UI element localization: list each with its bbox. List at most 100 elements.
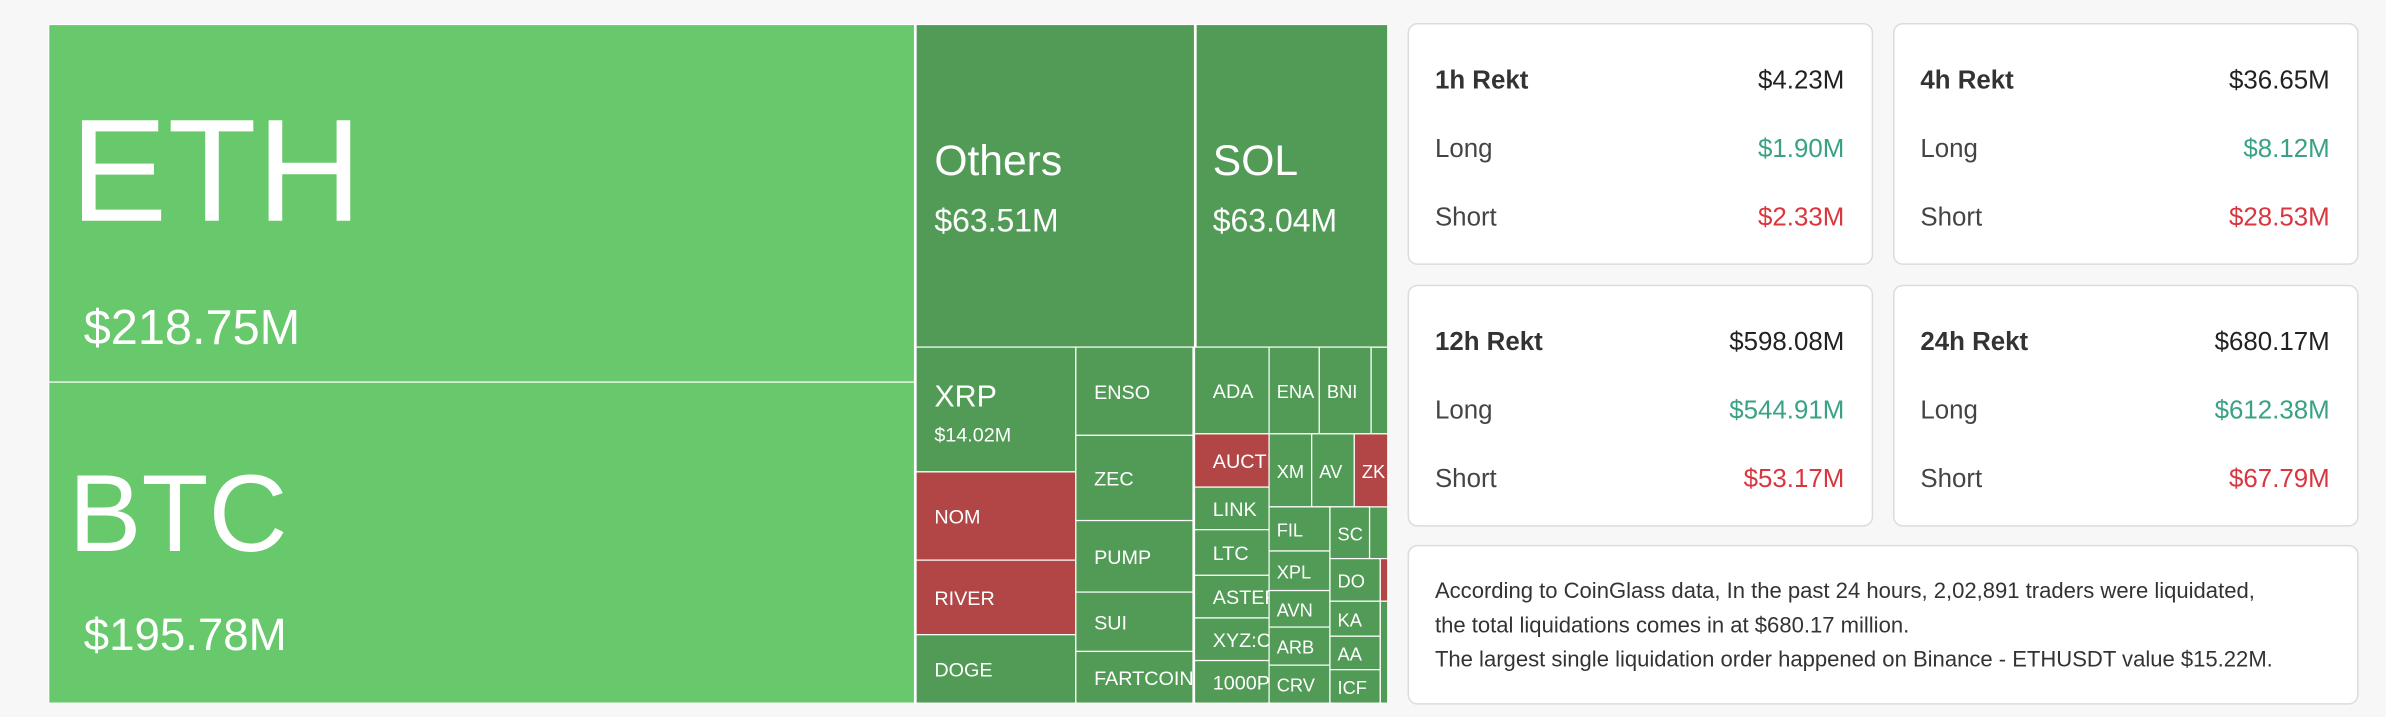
tile-label: RIVER	[934, 588, 994, 610]
treemap-tile	[1195, 23, 1389, 348]
treemap-tile	[1353, 433, 1389, 508]
tile-label: LTC	[1213, 543, 1249, 565]
tile-value: $63.51M	[934, 202, 1058, 238]
tile-content: NOM	[934, 507, 980, 529]
tile-label: CRV	[1277, 675, 1316, 696]
treemap-tile	[1193, 433, 1270, 488]
card-long-label: Long	[1920, 135, 1978, 163]
tile-label: ARB	[1277, 637, 1315, 658]
tile-content: XM	[1277, 461, 1304, 482]
tile-content: ADA	[1213, 381, 1254, 403]
tile-content: XRP $14.02M	[934, 379, 1011, 446]
card-long: $1.90M	[1758, 135, 1844, 163]
tile-value: $218.75M	[84, 301, 301, 355]
tile-content: AVN	[1277, 599, 1313, 620]
tile-label: ADA	[1213, 381, 1254, 403]
tile-label: ZEC	[1094, 469, 1134, 491]
treemap-tile	[1268, 433, 1313, 508]
treemap-tile	[915, 559, 1077, 636]
tile-content: ASTER	[1213, 587, 1279, 609]
treemap-tile	[915, 23, 1196, 348]
tile-content: SUI	[1094, 612, 1127, 634]
card-title: 12h Rekt	[1435, 328, 1543, 356]
tile-content: ARB	[1277, 637, 1315, 658]
tile-label: ENSO	[1094, 382, 1150, 404]
tile-label: SUI	[1094, 612, 1127, 634]
tile-label: BNI	[1327, 381, 1357, 402]
treemap-tile	[1268, 550, 1331, 592]
tile-label: DO	[1338, 571, 1365, 592]
treemap-tile	[1075, 650, 1194, 704]
treemap-tile	[915, 346, 1077, 473]
treemap-tile	[915, 471, 1077, 561]
card-short-label: Short	[1920, 465, 1982, 493]
tile-content: LINK	[1213, 499, 1257, 521]
treemap-sliver	[1368, 506, 1389, 560]
treemap-tile	[1268, 346, 1320, 435]
card-short-label: Short	[1435, 465, 1497, 493]
tile-label: SC	[1338, 523, 1363, 544]
treemap-tile	[1268, 589, 1331, 628]
tile-label: ICF	[1338, 677, 1367, 698]
description-line: According to CoinGlass data, In the past…	[1435, 578, 2255, 603]
tile-content: 1000P	[1213, 672, 1269, 694]
treemap-tile	[1329, 669, 1381, 704]
treemap-tile	[1193, 529, 1270, 576]
card-long-label: Long	[1435, 135, 1493, 163]
treemap-tile	[1329, 557, 1381, 602]
card-total: $598.08M	[1729, 328, 1844, 356]
tile-content: ICF	[1338, 677, 1367, 698]
tile-value: $14.02M	[934, 424, 1011, 446]
treemap-tile	[1329, 635, 1381, 671]
treemap-tile	[1193, 659, 1270, 704]
tile-label: XYZ:C	[1213, 630, 1271, 652]
tile-value: $195.78M	[84, 609, 287, 660]
description-line: the total liquidations comes in at $680.…	[1435, 612, 1909, 637]
tile-content: XPL	[1277, 561, 1312, 582]
tile-content: KA	[1338, 609, 1363, 630]
card-short: $67.79M	[2229, 465, 2330, 493]
treemap-tile	[1268, 506, 1331, 552]
tile-label: FARTCOIN	[1094, 668, 1194, 690]
tile-label: DOGE	[934, 660, 992, 682]
tile-content: BTC $195.78M	[68, 453, 287, 660]
stat-card	[1407, 284, 1874, 527]
tile-label: XRP	[934, 379, 997, 413]
card-short-label: Short	[1435, 203, 1497, 231]
stat-card	[1407, 22, 1874, 265]
card-title: 24h Rekt	[1920, 328, 2028, 356]
treemap-sliver	[1379, 557, 1389, 602]
tile-content: AA	[1338, 644, 1363, 665]
tile-content: ZEC	[1094, 469, 1134, 491]
tile-content: Others $63.51M	[934, 137, 1062, 238]
card-short: $53.17M	[1744, 465, 1845, 493]
tile-label: LINK	[1213, 499, 1257, 521]
tile-label: NOM	[934, 507, 980, 529]
tile-label: AVN	[1277, 599, 1313, 620]
card-short: $2.33M	[1758, 203, 1844, 231]
tile-label: ASTER	[1213, 587, 1279, 609]
tile-value: $63.04M	[1213, 202, 1337, 238]
tile-content: RIVER	[934, 588, 994, 610]
treemap-tile	[1329, 506, 1371, 560]
tile-content: FARTCOIN	[1094, 668, 1194, 690]
tile-label: ENA	[1277, 381, 1315, 402]
tile-label: BTC	[68, 453, 287, 575]
tile-label: KA	[1338, 609, 1363, 630]
tile-label: AV	[1319, 461, 1343, 482]
tile-label: ZK	[1362, 461, 1385, 482]
card-total: $4.23M	[1758, 66, 1844, 94]
stat-card	[1892, 284, 2359, 527]
tile-content: LTC	[1213, 543, 1249, 565]
tile-content: ETH $218.75M	[70, 89, 362, 355]
tile-content: PUMP	[1094, 547, 1151, 569]
tile-content: AUCTI	[1213, 451, 1269, 473]
description-line: The largest single liquidation order hap…	[1435, 647, 2273, 672]
card-title: 4h Rekt	[1920, 66, 2014, 94]
tile-label: Others	[934, 137, 1062, 185]
tile-content: BNI	[1327, 381, 1357, 402]
card-long: $544.91M	[1729, 397, 1844, 425]
tile-content: SC	[1338, 523, 1363, 544]
tile-label: SOL	[1213, 137, 1298, 185]
